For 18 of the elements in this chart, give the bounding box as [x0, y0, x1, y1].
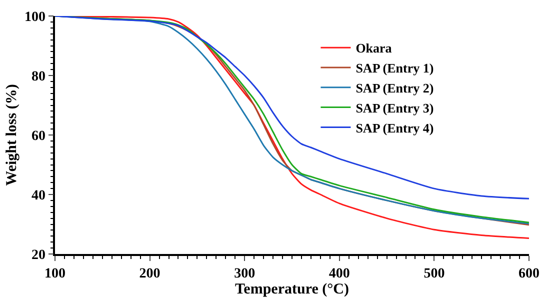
x-tick-label: 200: [139, 266, 160, 282]
y-tick-label: 100: [24, 10, 46, 25]
y-tick-label: 40: [31, 188, 46, 204]
x-tick-label: 300: [234, 266, 256, 282]
y-tick-label: 20: [31, 248, 46, 263]
x-tick-label: 500: [424, 266, 445, 282]
legend-label: SAP (Entry 4): [356, 120, 434, 136]
legend-label: SAP (Entry 2): [356, 80, 434, 96]
x-axis-title: Temperature (°C): [235, 282, 349, 298]
x-tick-label: 400: [328, 266, 350, 282]
y-axis-title: Weight loss (%): [4, 84, 20, 186]
legend-label: SAP (Entry 1): [356, 60, 434, 76]
y-tick-label: 60: [31, 128, 46, 144]
x-tick-label: 100: [44, 266, 66, 282]
y-tick-label: 80: [31, 69, 46, 84]
x-tick-label: 600: [518, 266, 540, 282]
legend-label: Okara: [356, 40, 392, 56]
legend-label: SAP (Entry 3): [356, 100, 434, 116]
